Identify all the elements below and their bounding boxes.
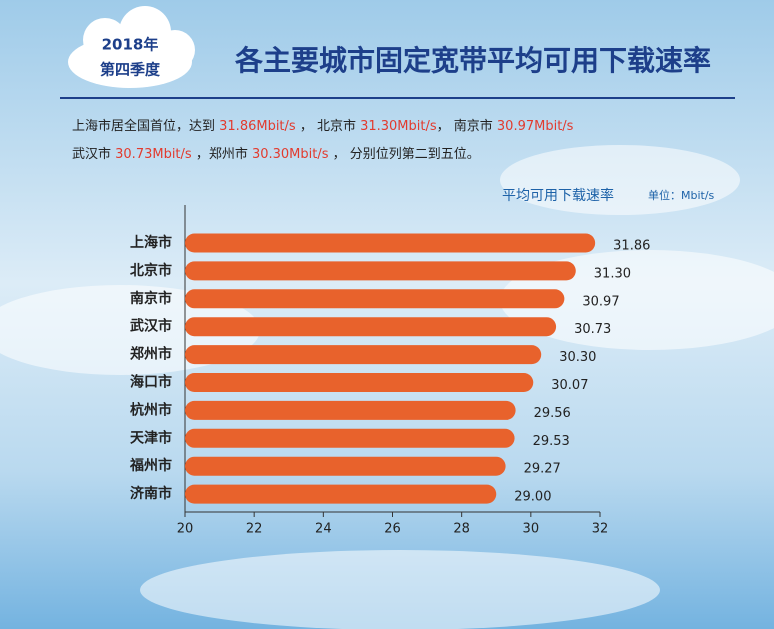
x-tick-label: 28 [453,522,470,537]
y-tick-label: 杭州市 [130,401,172,418]
x-tick-label: 22 [246,522,263,537]
badge-quarter: 第四季度 [100,61,161,79]
value-label: 29.27 [524,462,561,477]
summary: 上海市居全国首位，达到 31.86Mbit/s ， 北京市 31.30Mbit/… [72,118,574,162]
unit-label: 单位：Mbit/s [648,188,715,202]
bar [185,484,497,504]
summary-value: 31.86Mbit/s [219,119,296,134]
x-tick-label: 24 [315,522,332,537]
y-tick-label: 北京市 [130,262,172,279]
value-label: 29.00 [514,490,551,505]
value-label: 30.73 [574,322,611,337]
y-tick-label: 上海市 [130,234,172,251]
x-tick-label: 30 [523,522,540,537]
bar [185,428,515,448]
y-tick-label: 济南市 [130,485,172,502]
bar [185,317,557,337]
summary-text: ， 分别位列第二到五位。 [329,147,480,162]
y-tick-label: 海口市 [130,374,172,391]
summary-text: ，郑州市 [192,146,252,162]
value-label: 30.30 [559,350,596,365]
summary-value: 30.73Mbit/s [115,147,192,162]
y-tick-label: 福州市 [129,457,172,474]
badge-cloud [68,6,195,88]
bar [185,456,506,476]
value-label: 31.30 [594,266,631,281]
y-tick-label: 天津市 [130,429,172,446]
chart-title: 各主要城市固定宽带平均可用下载速率 [234,44,711,77]
bar [185,233,596,253]
x-tick-label: 32 [592,522,609,537]
bar [185,261,576,281]
bar [185,289,565,309]
summary-line: 武汉市 30.73Mbit/s ，郑州市 30.30Mbit/s ， 分别位列第… [72,146,480,162]
summary-value: 30.30Mbit/s [252,147,329,162]
bar [185,400,516,420]
y-tick-label: 武汉市 [130,318,172,335]
series-label: 平均可用下载速率 [502,187,614,204]
value-label: 30.07 [551,378,588,393]
summary-line: 上海市居全国首位，达到 31.86Mbit/s ， 北京市 31.30Mbit/… [72,118,574,134]
y-tick-label: 郑州市 [130,346,172,363]
value-label: 29.53 [533,434,570,449]
bar [185,345,542,365]
summary-text: ， 北京市 [296,118,360,134]
summary-text: ， 南京市 [437,118,497,134]
summary-text: 武汉市 [72,146,115,162]
badge-year: 2018年 [102,36,159,54]
summary-text: 上海市居全国首位，达到 [72,118,219,134]
value-label: 29.56 [534,406,571,421]
summary-value: 30.97Mbit/s [497,119,574,134]
value-label: 30.97 [582,294,619,309]
summary-value: 31.30Mbit/s [360,119,437,134]
x-tick-label: 20 [177,522,194,537]
value-label: 31.86 [613,239,650,254]
y-tick-label: 南京市 [130,290,172,307]
bar [185,373,534,392]
x-tick-label: 26 [384,522,401,537]
